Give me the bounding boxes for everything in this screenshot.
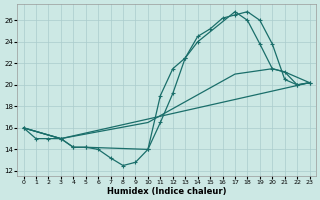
X-axis label: Humidex (Indice chaleur): Humidex (Indice chaleur) [107,187,226,196]
